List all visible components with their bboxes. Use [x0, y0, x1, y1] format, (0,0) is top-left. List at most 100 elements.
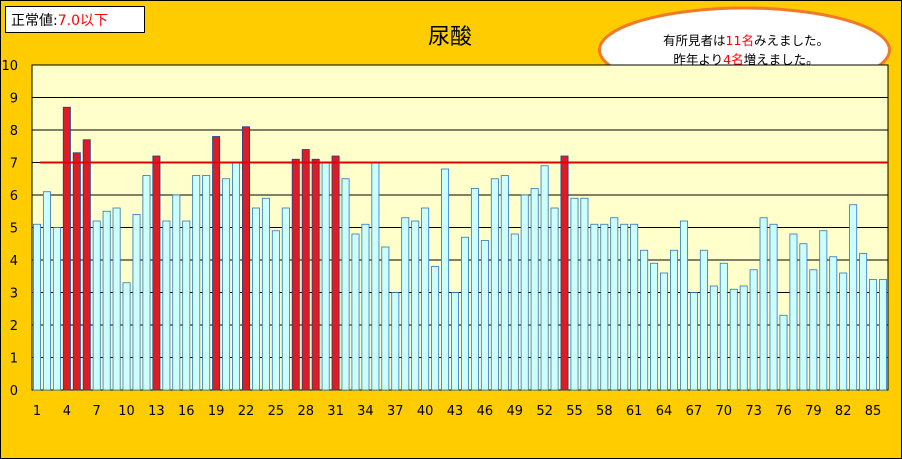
bar [431, 266, 440, 391]
x-tick-label: 37 [387, 404, 404, 419]
bar [869, 279, 878, 391]
y-tick-label: 6 [10, 189, 18, 204]
bar [132, 214, 141, 391]
bar [391, 292, 400, 391]
x-tick-label: 46 [477, 404, 494, 419]
bar [789, 233, 798, 391]
y-tick-label: 1 [10, 352, 18, 367]
bar-abnormal [82, 139, 91, 391]
bar [679, 220, 688, 391]
x-tick-label: 55 [566, 404, 583, 419]
x-tick-label: 10 [118, 404, 135, 419]
y-tick-label: 9 [10, 92, 18, 107]
bar [809, 269, 818, 391]
bar [530, 188, 539, 391]
bar [620, 223, 629, 391]
bar [112, 207, 121, 391]
x-tick-label: 52 [536, 404, 553, 419]
bar [550, 207, 559, 391]
bar [470, 188, 479, 391]
x-tick-label: 16 [178, 404, 195, 419]
normal-value-box: 正常値:7.0以下 [5, 6, 145, 33]
bar-abnormal [301, 149, 310, 391]
bar [102, 210, 111, 391]
y-tick-label: 2 [10, 319, 18, 334]
bar [271, 230, 280, 391]
y-tick-label: 7 [10, 157, 18, 172]
bar [879, 279, 888, 391]
x-tick-label: 28 [297, 404, 314, 419]
callout-line-1: 有所見者は11名みえました。 [600, 31, 892, 50]
bar [769, 223, 778, 391]
bar-abnormal [62, 106, 71, 391]
bar [361, 223, 370, 391]
bar [222, 178, 231, 391]
bar [371, 162, 380, 391]
bar [859, 253, 868, 391]
x-tick-label: 7 [93, 404, 101, 419]
bar [699, 249, 708, 391]
bar [670, 249, 678, 391]
bar [281, 207, 290, 391]
x-tick-label: 67 [686, 404, 703, 419]
bar [849, 204, 858, 391]
callout-line-2: 昨年より4名増えました。 [600, 50, 892, 69]
bar [540, 165, 549, 391]
bar [630, 223, 639, 391]
bar [510, 233, 519, 391]
normal-value-label: 正常値: [11, 13, 58, 29]
x-tick-label: 76 [775, 404, 792, 419]
y-tick-label: 5 [10, 222, 18, 237]
bar [122, 282, 131, 391]
bar [261, 197, 270, 391]
bar [251, 207, 260, 391]
bar [42, 191, 51, 391]
callout-line1-post: みえました。 [753, 33, 829, 48]
bar [381, 246, 390, 391]
y-tick-label: 0 [10, 384, 18, 399]
bar [162, 220, 171, 391]
x-tick-label: 58 [596, 404, 613, 419]
x-tick-label: 19 [208, 404, 225, 419]
bar [321, 162, 330, 391]
bar [341, 178, 350, 391]
callout-line1-count: 11名 [725, 33, 754, 48]
bar-abnormal [291, 158, 300, 391]
bar [411, 220, 420, 391]
bar [839, 272, 848, 391]
bar [709, 285, 718, 391]
callout-line1-pre: 有所見者は [663, 33, 726, 48]
bar [590, 223, 599, 391]
bar [32, 223, 41, 391]
callout-line2-post: 増えました。 [743, 52, 819, 67]
x-tick-label: 34 [357, 404, 374, 419]
bar [202, 175, 211, 391]
bar [749, 269, 758, 391]
bar [779, 314, 788, 391]
x-tick-label: 22 [238, 404, 255, 419]
x-tick-label: 4 [63, 404, 71, 419]
bar-abnormal [72, 152, 81, 391]
callout-line2-count: 4名 [723, 52, 744, 67]
bar [421, 207, 430, 391]
bar [172, 194, 181, 391]
bar-abnormal [242, 126, 250, 391]
chart-title: 尿酸 [427, 25, 472, 50]
x-tick-label: 64 [656, 404, 673, 419]
x-tick-label: 43 [447, 404, 464, 419]
x-tick-label: 13 [148, 404, 165, 419]
bar [640, 249, 649, 391]
x-tick-label: 25 [268, 404, 285, 419]
bar [600, 223, 609, 391]
bar-abnormal [311, 158, 320, 391]
bar [451, 292, 460, 391]
x-tick-label: 85 [865, 404, 882, 419]
bar [689, 292, 698, 391]
bar [460, 236, 469, 391]
callout-text: 有所見者は11名みえました。 昨年より4名増えました。 [600, 31, 892, 69]
bar [142, 175, 151, 391]
y-tick-label: 8 [10, 124, 18, 139]
bar [610, 217, 619, 391]
y-tick-label: 3 [10, 287, 18, 302]
